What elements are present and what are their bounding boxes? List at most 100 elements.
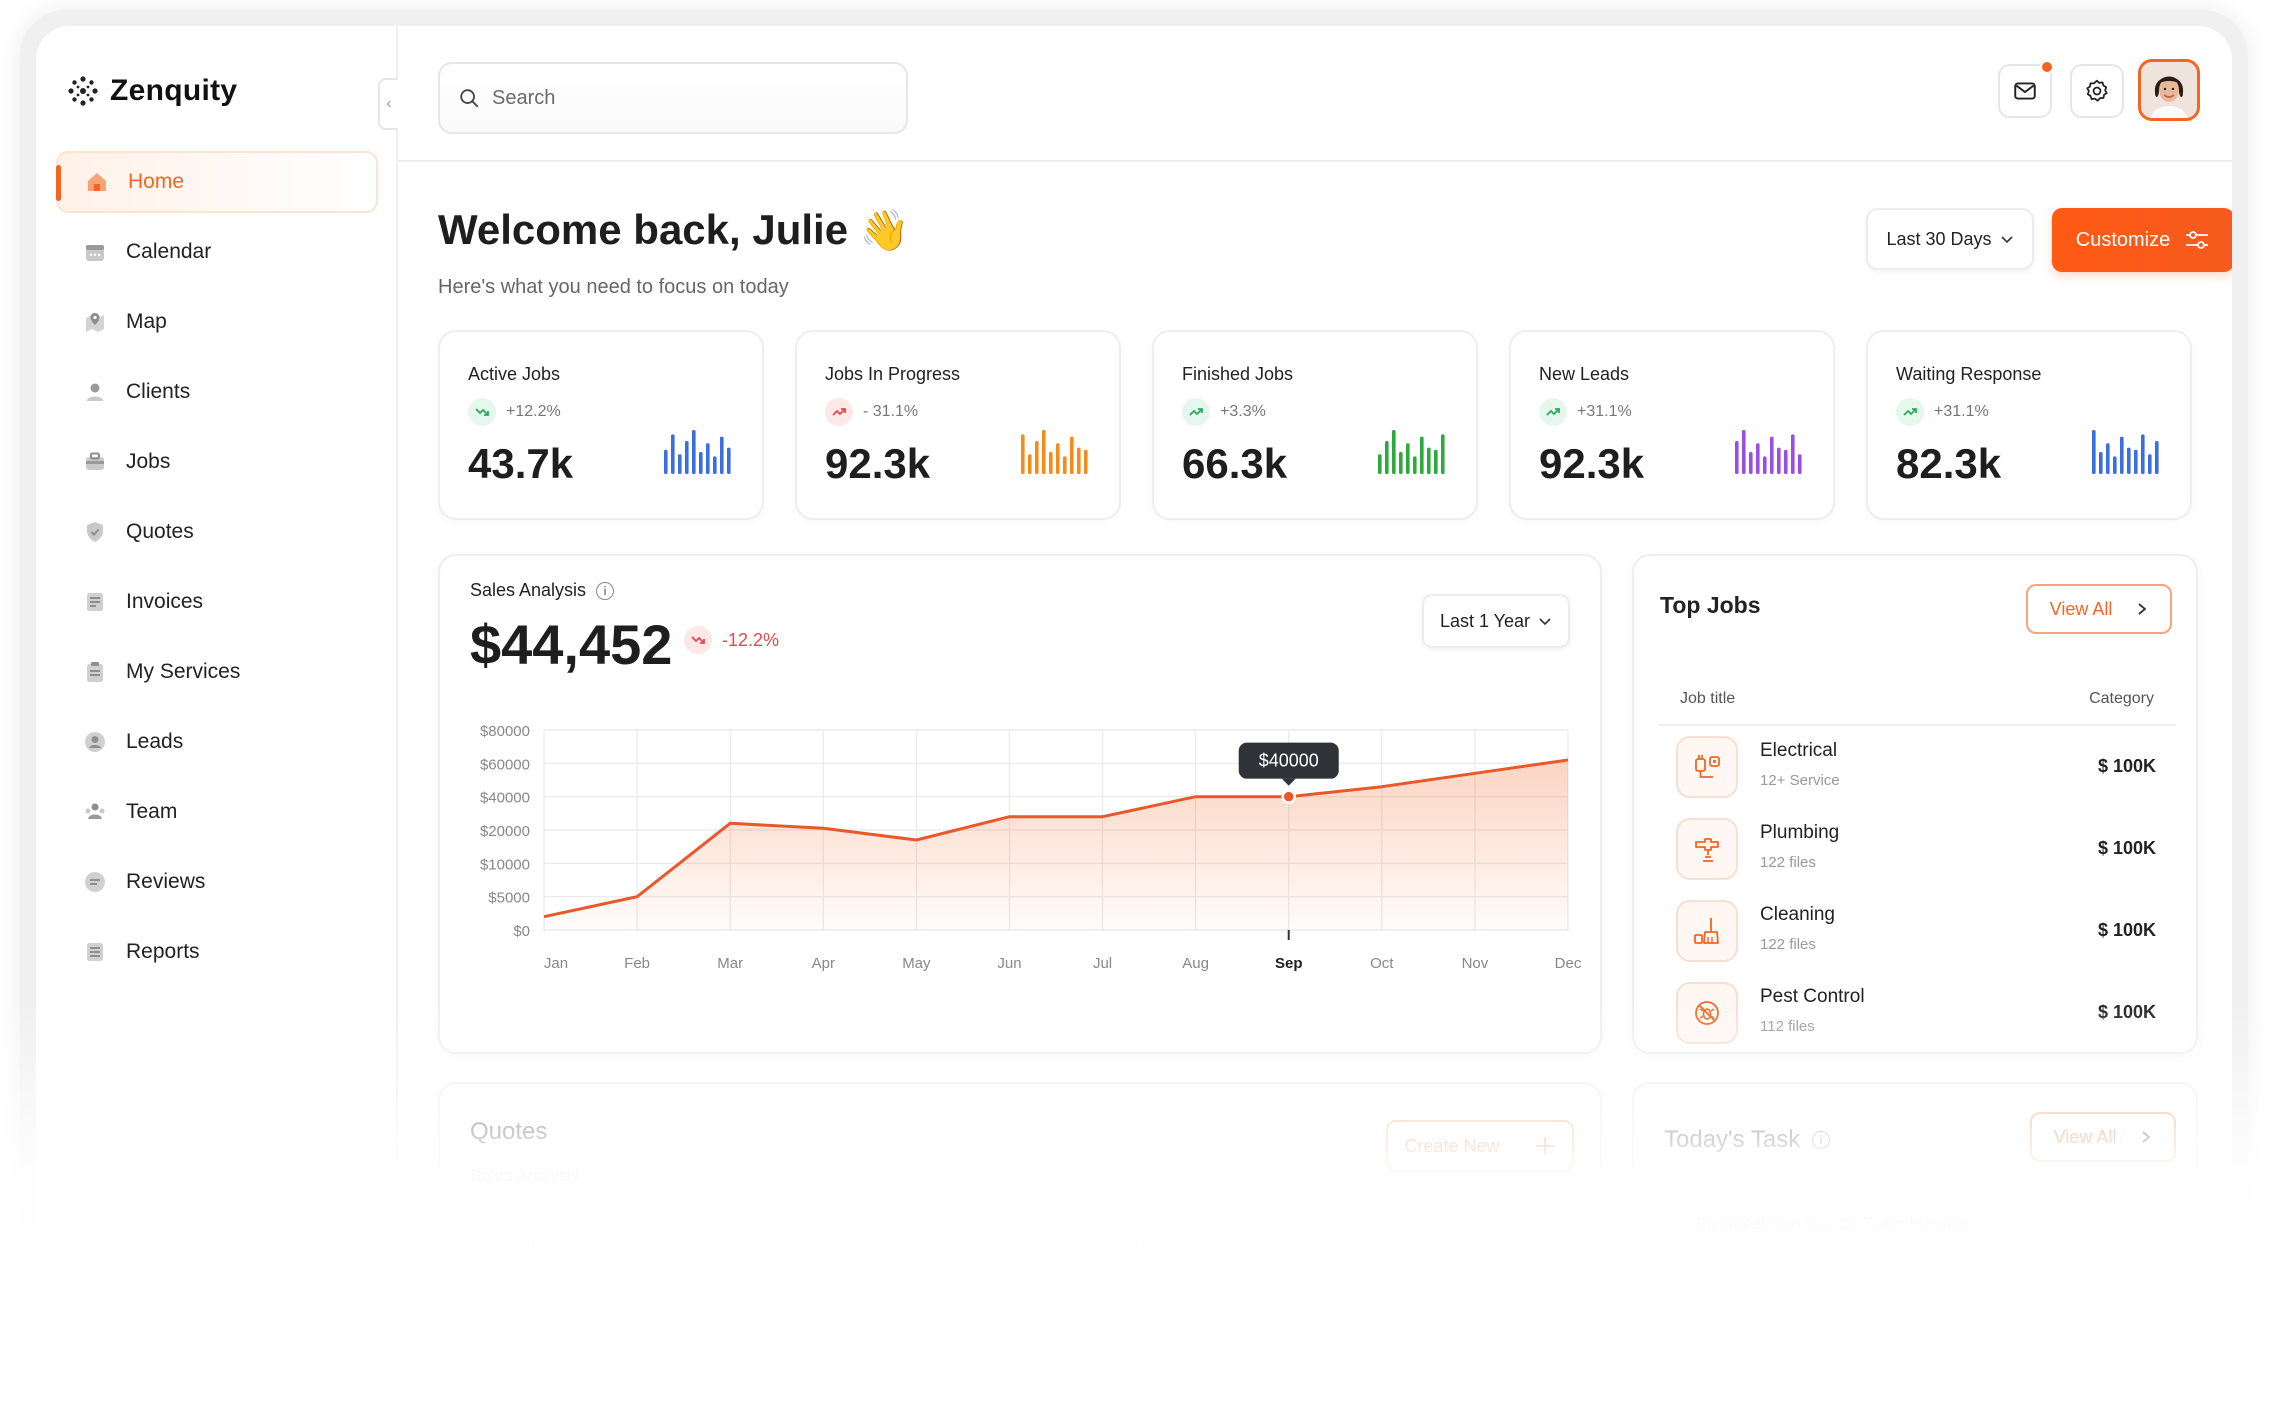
sliders-icon [2186,231,2209,249]
settings-button[interactable] [2070,64,2124,118]
sidebar-item-reports[interactable]: Reports [56,921,378,983]
sidebar-item-label: Reviews [126,870,206,893]
sidebar-item-reviews[interactable]: Reviews [56,851,378,913]
stat-title: New Leads [1539,364,1630,384]
column-amount: Amount [1130,1238,1186,1255]
x-tick-label: Oct [1370,955,1394,972]
mini-bar [1798,454,1802,474]
sidebar-item-calendar[interactable]: Calendar [56,221,378,283]
x-tick-label: Jul [1093,955,1112,972]
brand-logo[interactable]: Zenquity [66,74,237,108]
messages-button[interactable] [1998,60,2054,118]
job-name: Pest Control [1760,986,1865,1007]
stat-title: Active Jobs [468,364,561,384]
x-tick-label: Jan [544,955,568,972]
stat-card-jobs-in-progress[interactable]: Jobs In Progress - 31.1% 92.3k [795,330,1121,520]
sales-title-text: Sales Analysis [470,580,587,600]
stat-card-waiting-response[interactable]: Waiting Response +31.1% 82.3k [1866,330,2192,520]
x-tick-label: Jun [997,955,1021,972]
sidebar-item-label: Leads [126,730,184,753]
mini-bar [2120,436,2124,474]
mini-bar [1035,441,1039,474]
search-input[interactable] [492,86,872,110]
mini-bar [2148,454,2152,474]
trend-up-icon [825,398,853,426]
job-sub: 12+ Service [1760,772,1840,789]
stat-trend: +31.1% [1539,398,1632,426]
chevron-down-icon [2000,236,2013,244]
mini-bar [713,456,717,474]
mini-bar [692,430,696,474]
search-box[interactable] [438,62,908,134]
sidebar-item-clients[interactable]: Clients [56,361,378,423]
table-row[interactable]: Cleaning 122 files $ 100K [1676,896,2176,966]
electrical-icon [1676,736,1738,798]
sidebar-item-invoices[interactable]: Invoices [56,571,378,633]
task-item[interactable]: Electrical Services 14 Team Meeting [1670,1192,2170,1292]
stat-card-finished-jobs[interactable]: Finished Jobs +3.3% 66.3k [1152,330,1478,520]
collapse-sidebar-button[interactable]: ‹ [378,78,398,130]
x-tick-label: Feb [624,955,650,972]
plumbing-icon [1676,818,1738,880]
mini-bar [1084,449,1088,474]
sidebar-item-leads[interactable]: Leads [56,711,378,773]
info-icon[interactable]: i [596,581,615,600]
view-all-label: View All [2053,1126,2117,1147]
trend-down-icon [468,398,496,426]
map-pin-icon [82,309,108,335]
column-date-sent[interactable]: Date Sent [860,1238,932,1255]
sales-total: $44,452 [470,613,673,676]
sales-range-dropdown[interactable]: Last 1 Year [1422,594,1570,648]
sidebar-item-jobs[interactable]: Jobs [56,431,378,493]
topbar [398,26,2232,162]
customize-button[interactable]: Customize [2052,208,2232,272]
mini-bar [699,452,703,474]
device-frame: Zenquity ‹ Home Calendar [20,10,2248,1390]
mini-bar [1749,452,1753,474]
stat-value: 66.3k [1182,440,1288,487]
y-tick-label: $0 [513,923,530,940]
app-window: Zenquity ‹ Home Calendar [36,26,2232,1386]
chevron-right-icon [2142,1131,2151,1143]
stat-card-new-leads[interactable]: New Leads +31.1% 92.3k [1509,330,1835,520]
table-row[interactable]: Pest Control 112 files $ 100K [1676,978,2176,1048]
mini-bar [1742,430,1746,474]
view-all-tasks-button[interactable]: View All [2030,1112,2176,1162]
job-sub: 122 files [1760,854,1816,871]
services-icon [82,659,108,685]
mini-bar [1427,447,1431,474]
table-row[interactable]: Electrical 12+ Service $ 100K [1676,732,2176,802]
highlight-point[interactable] [1281,789,1296,804]
sidebar-item-home[interactable]: Home [56,151,378,213]
mini-bar [664,449,668,474]
trend-up-icon [1896,398,1924,426]
x-tick-label: Sep [1275,955,1303,972]
mail-icon [2014,82,2036,100]
column-job-title[interactable]: Job Title [488,1238,548,1255]
chart-tooltip [1238,742,1339,779]
mini-bar [706,443,710,474]
sidebar-item-team[interactable]: Team [56,781,378,843]
job-price: $ 100K [2097,756,2156,776]
sidebar-item-quotes[interactable]: Quotes [56,501,378,563]
y-tick-label: $10000 [480,856,530,873]
mini-bar-chart [1735,430,1802,474]
leads-icon [82,729,108,755]
job-name: Plumbing [1760,822,1840,843]
y-tick-label: $20000 [480,823,530,840]
stat-card-active-jobs[interactable]: Active Jobs +12.2% 43.7k [438,330,764,520]
user-avatar[interactable] [2138,59,2200,121]
date-range-dropdown[interactable]: Last 30 Days [1866,208,2034,270]
reviews-icon [82,869,108,895]
job-sub: 112 files [1760,1018,1815,1035]
info-icon[interactable]: i [1812,1131,1831,1149]
sidebar-item-my-services[interactable]: My Services [56,641,378,703]
table-row[interactable]: Plumbing 122 files $ 100K [1676,814,2176,884]
sidebar-item-map[interactable]: Map [56,291,378,353]
view-all-jobs-button[interactable]: View All [2026,584,2172,634]
create-new-quote-button[interactable]: Create New [1386,1120,1574,1172]
mini-bar [1735,441,1739,474]
home-icon [84,169,110,195]
team-icon [82,799,108,825]
sidebar-item-label: Quotes [126,520,194,543]
